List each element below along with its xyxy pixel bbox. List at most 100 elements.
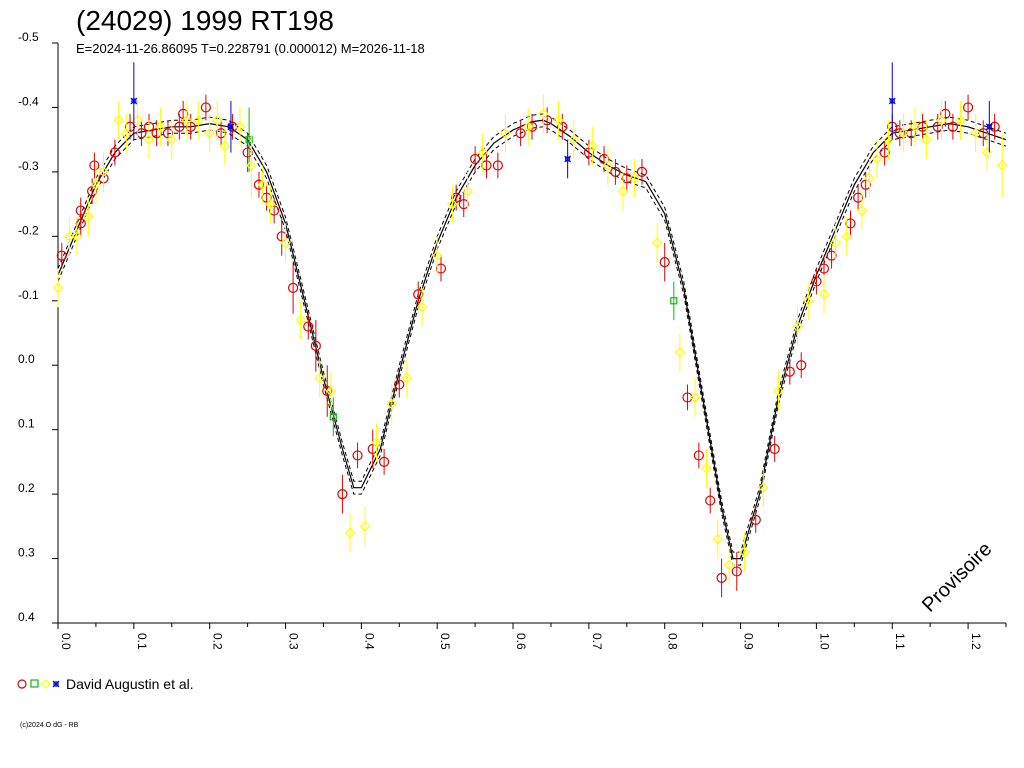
data-point [314, 358, 325, 398]
data-point [978, 120, 989, 147]
data-point [75, 197, 86, 224]
data-point [413, 281, 424, 308]
y-tick-label: -0.5 [18, 30, 39, 44]
data-point [288, 262, 299, 314]
data-point [864, 159, 875, 198]
data-point [481, 152, 492, 179]
data-point [280, 223, 291, 263]
data-point [386, 384, 398, 424]
data-point [269, 197, 280, 224]
data-point [962, 94, 974, 121]
data-point [90, 165, 102, 205]
data-point [416, 287, 428, 327]
x-tick-label: 0.2 [211, 633, 225, 650]
data-point [451, 184, 462, 211]
fit-envelope-upper [57, 113, 1007, 553]
legend-diamond-marker [41, 679, 51, 689]
data-point [174, 113, 185, 140]
x-tick-label: 0.4 [362, 633, 376, 650]
data-point [82, 197, 94, 237]
data-point [587, 126, 599, 166]
data-point [394, 371, 405, 398]
data-point [109, 139, 120, 166]
data-point [367, 429, 378, 469]
data-point [435, 255, 447, 282]
data-point [985, 101, 993, 153]
data-point [477, 133, 489, 172]
legend-circle-marker [17, 679, 27, 689]
data-point [166, 120, 178, 159]
data-point [769, 436, 780, 462]
data-point [936, 101, 947, 140]
data-point [329, 397, 337, 437]
y-tick-label: 0.3 [18, 546, 35, 560]
data-point [909, 107, 921, 147]
data-point [610, 159, 621, 185]
data-point [120, 113, 132, 153]
data-point [940, 101, 951, 127]
data-point [841, 217, 853, 256]
data-point [830, 223, 841, 263]
data-point [234, 107, 246, 147]
data-point [200, 94, 211, 121]
data-point [500, 113, 511, 153]
data-point [56, 242, 67, 269]
data-point [227, 101, 235, 153]
data-point [803, 281, 815, 321]
data-point [712, 519, 724, 559]
axes [57, 43, 1006, 624]
x-tick-label: 0.7 [590, 633, 604, 650]
legend: David Augustin et al. [17, 676, 194, 692]
data-point [723, 545, 735, 585]
data-point [705, 487, 716, 514]
data-point [853, 184, 864, 211]
data-point [246, 133, 257, 198]
data-point [379, 449, 390, 475]
y-tick-label: 0.4 [18, 610, 35, 624]
data-point [947, 113, 959, 140]
data-point [636, 159, 648, 185]
x-tick-label: 1.0 [817, 633, 831, 650]
data-point [431, 236, 443, 275]
chart-subtitle: E=2024-11-26.86095 T=0.228791 (0.000012)… [76, 41, 425, 56]
data-point [515, 120, 526, 147]
legend-star-marker [52, 680, 60, 688]
data-point [64, 217, 75, 256]
data-point [276, 217, 287, 256]
data-point [130, 62, 138, 140]
data-point [701, 449, 712, 488]
data-point [359, 507, 371, 546]
data-point [731, 552, 742, 591]
data-point [401, 358, 413, 398]
data-point [124, 113, 136, 140]
data-point [818, 275, 830, 314]
data-point [542, 107, 553, 134]
data-point [583, 139, 594, 166]
data-point [98, 152, 109, 192]
data-point [651, 223, 663, 263]
data-point [674, 333, 686, 372]
data-point [716, 558, 727, 598]
x-tick-label: 0.1 [135, 633, 149, 650]
data-point [860, 171, 871, 198]
data-point [211, 101, 223, 140]
data-point [739, 532, 750, 572]
data-point [447, 184, 458, 224]
x-tick-label: 0.8 [666, 633, 680, 650]
data-point [295, 300, 307, 340]
data-point [522, 107, 534, 147]
data-point [89, 152, 100, 179]
data-point [932, 113, 943, 140]
chart-title: (24029) 1999 RT198 [76, 5, 334, 36]
data-point [670, 281, 678, 321]
data-point [371, 423, 382, 462]
data-point [796, 352, 807, 379]
y-tick-label: -0.3 [18, 159, 39, 173]
data-point [265, 184, 276, 224]
data-point [143, 120, 155, 159]
data-point [87, 178, 98, 205]
y-ticks: -0.5 -0.4 -0.3 -0.2 -0.1 0.0 0.1 0.2 0.3 0.4 [18, 30, 58, 624]
data-point [689, 378, 701, 417]
data-point [337, 474, 348, 514]
